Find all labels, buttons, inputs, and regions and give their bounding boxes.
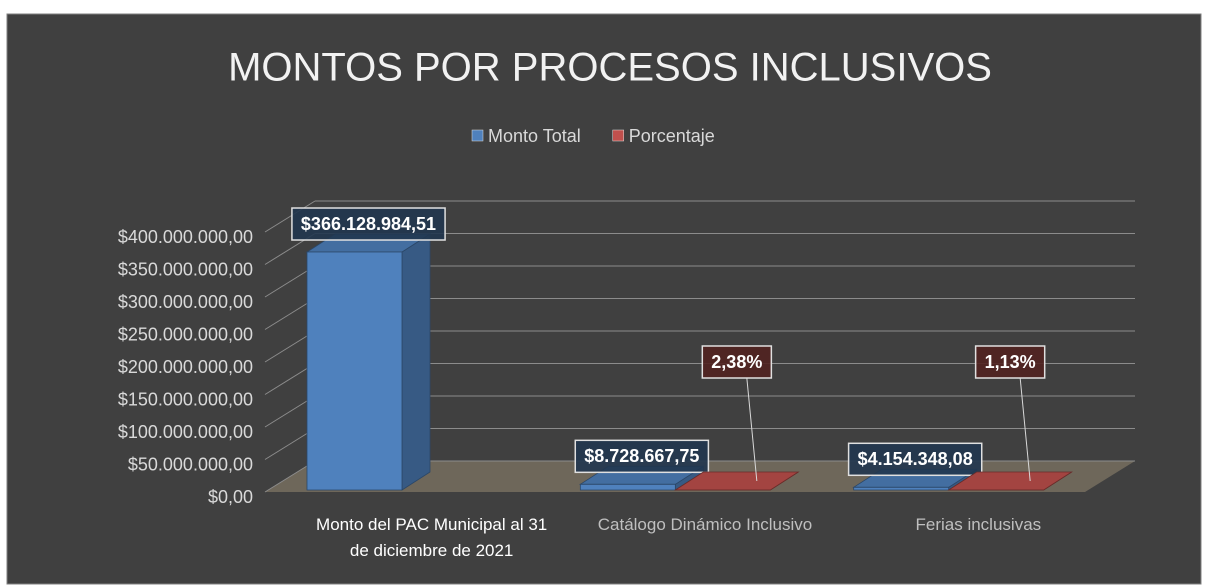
x-tick-label: Monto del PAC Municipal al 31 de diciemb…: [316, 515, 548, 560]
y-tick-label: $0,00: [208, 487, 253, 507]
grid-line: [264, 200, 316, 233]
y-tick-label: $100.000.000,00: [118, 422, 253, 442]
bar-face: [306, 251, 403, 491]
data-label: $8.728.667,75: [584, 446, 699, 466]
y-tick-label: $200.000.000,00: [118, 357, 253, 377]
legend-label: Monto Total: [488, 126, 581, 146]
data-label: $366.128.984,51: [301, 214, 436, 234]
y-tick-label: $400.000.000,00: [118, 227, 253, 247]
bar-face: [579, 483, 676, 491]
bar: [947, 471, 1074, 491]
y-tick-label: $350.000.000,00: [118, 259, 253, 279]
leader-line: [746, 377, 758, 482]
y-tick-label: $300.000.000,00: [118, 292, 253, 312]
y-tick-label: $150.000.000,00: [118, 389, 253, 409]
data-label-box: [974, 345, 1046, 379]
bar: [673, 471, 800, 491]
legend-label: Porcentaje: [629, 126, 715, 146]
data-label-box: [847, 442, 983, 477]
chart-title: MONTOS POR PROCESOS INCLUSIVOS: [228, 46, 992, 90]
bar-face: [401, 233, 431, 491]
legend-swatch: [612, 129, 624, 142]
y-tick-label: $250.000.000,00: [118, 324, 253, 344]
leader-line: [1019, 377, 1031, 482]
x-tick-label: Ferias inclusivas: [915, 515, 1042, 534]
data-label: $4.154.348,08: [858, 449, 973, 469]
data-label: 1,13%: [985, 352, 1036, 372]
legend-swatch: [471, 129, 484, 142]
bar: [305, 233, 432, 491]
data-label-box: [291, 207, 446, 241]
bar-face: [853, 486, 950, 491]
y-tick-label: $50.000.000,00: [128, 454, 253, 474]
x-tick-label: Catálogo Dinámico Inclusivo: [597, 515, 813, 534]
data-label-box: [701, 345, 773, 379]
data-label-box: [574, 439, 710, 474]
data-label: 2,38%: [711, 352, 762, 372]
